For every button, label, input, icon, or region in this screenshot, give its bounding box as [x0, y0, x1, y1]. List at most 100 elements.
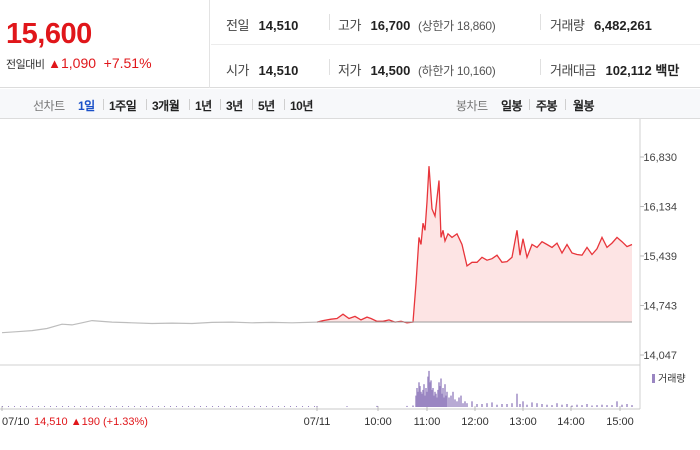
high-label: 고가	[338, 18, 361, 33]
volume-bar	[426, 391, 428, 407]
candle-chart-label: 봉차트	[456, 99, 488, 113]
volume-bar	[200, 406, 201, 407]
trade-value-value: 102,112	[605, 63, 652, 78]
volume-bar	[491, 402, 493, 407]
volume-bar	[110, 406, 111, 407]
volume-bar	[248, 406, 249, 407]
volume-bar	[466, 403, 468, 407]
candle-weekly-tab[interactable]: 주봉	[536, 99, 558, 113]
volume-value: 6,482,261	[594, 18, 652, 33]
volume-bar	[438, 382, 440, 407]
volume-bar	[116, 406, 117, 407]
volume-bar	[230, 406, 231, 407]
volume-bar	[431, 389, 433, 407]
volume-bar	[448, 397, 450, 407]
volume-bar	[429, 382, 431, 407]
volume-bar	[14, 406, 15, 407]
period-1w-tab[interactable]: 1주일	[109, 99, 137, 113]
volume-bar	[601, 404, 603, 407]
open-label: 시가	[226, 63, 249, 78]
divider	[540, 14, 541, 30]
volume-bar	[452, 391, 454, 407]
change-rate: +7.51%	[103, 55, 152, 71]
volume-bar	[428, 370, 430, 407]
period-3m-tab[interactable]: 3개월	[152, 99, 180, 113]
volume-bar	[546, 404, 548, 407]
volume-bar	[425, 388, 427, 407]
price-change-row: 전일대비 ▲1,090 +7.51%	[6, 55, 152, 72]
time-tick-label: 11:00	[414, 416, 441, 428]
price-tick-label: 15,439	[643, 251, 677, 263]
volume-bar	[260, 406, 261, 407]
volume-bar	[501, 404, 503, 407]
volume-bar	[74, 406, 75, 407]
divider	[329, 14, 330, 30]
volume-bar	[561, 404, 563, 407]
volume-bar	[2, 406, 3, 407]
time-tick-label: 13:00	[509, 416, 537, 428]
volume-bar	[576, 404, 578, 407]
volume-bar	[432, 388, 434, 407]
volume-bar	[26, 406, 27, 407]
divider	[284, 99, 285, 110]
period-3y-tab[interactable]: 3년	[226, 99, 243, 113]
volume-bar	[458, 397, 460, 407]
volume-bar	[436, 397, 438, 407]
low-stat: 저가 14,500 (하한가 10,160)	[338, 60, 496, 79]
upper-limit: (상한가 18,860)	[417, 19, 496, 33]
volume-bar	[20, 406, 21, 407]
change-label: 전일대비	[6, 59, 45, 71]
volume-legend-label: 거래량	[658, 373, 686, 385]
volume-bar	[406, 405, 408, 407]
price-chart-svg: 16,830 16,134 15,439 14,743 14,047 거래량 07/11 10…	[0, 119, 686, 428]
lower-limit: (하한가 10,160)	[417, 64, 496, 78]
change-amount: 1,090	[60, 55, 97, 71]
volume-bar	[164, 406, 165, 407]
volume-bar	[128, 406, 129, 407]
volume-bar	[314, 406, 315, 407]
row-divider	[211, 44, 700, 45]
volume-bar	[8, 406, 9, 407]
divider	[220, 99, 221, 110]
volume-bar	[212, 406, 213, 407]
price-tick-label: 16,830	[643, 152, 677, 164]
volume-bar	[430, 380, 432, 407]
price-tick-label: 14,743	[643, 300, 677, 312]
volume-bar	[236, 406, 237, 407]
candle-monthly-tab[interactable]: 월봉	[573, 99, 595, 113]
volume-bar	[152, 406, 153, 407]
divider	[329, 59, 330, 75]
volume-bar	[536, 403, 538, 407]
volume-bar	[122, 406, 123, 407]
volume-bar	[443, 397, 445, 407]
volume-bar	[427, 376, 429, 407]
high-stat: 고가 16,700 (상한가 18,860)	[338, 15, 496, 34]
volume-bar	[476, 404, 478, 407]
volume-bar	[460, 395, 462, 407]
volume-bar	[140, 406, 141, 407]
volume-bar	[296, 406, 297, 407]
period-1d-tab[interactable]: 1일	[78, 99, 95, 113]
period-1y-tab[interactable]: 1년	[195, 99, 212, 113]
volume-bar	[32, 406, 33, 407]
volume-bar	[415, 395, 417, 407]
price-tick-label: 16,134	[643, 202, 677, 214]
volume-bar	[541, 404, 543, 407]
period-10y-tab[interactable]: 10년	[290, 99, 313, 113]
volume-bar	[506, 404, 508, 407]
volume-bar	[420, 391, 422, 407]
volume-bar	[591, 405, 593, 407]
high-value: 16,700	[370, 18, 411, 33]
volume-bar	[182, 406, 183, 407]
volume-bar	[440, 378, 442, 407]
period-5y-tab[interactable]: 5년	[258, 99, 275, 113]
volume-bar	[422, 389, 424, 407]
volume-bar	[435, 393, 437, 407]
volume-bar	[496, 404, 498, 407]
volume-bar	[206, 406, 207, 407]
volume-bar	[606, 405, 608, 407]
candle-daily-tab[interactable]: 일봉	[501, 99, 523, 113]
volume-bar	[419, 386, 421, 407]
volume-bar	[80, 406, 81, 407]
volume-bar	[481, 404, 483, 407]
